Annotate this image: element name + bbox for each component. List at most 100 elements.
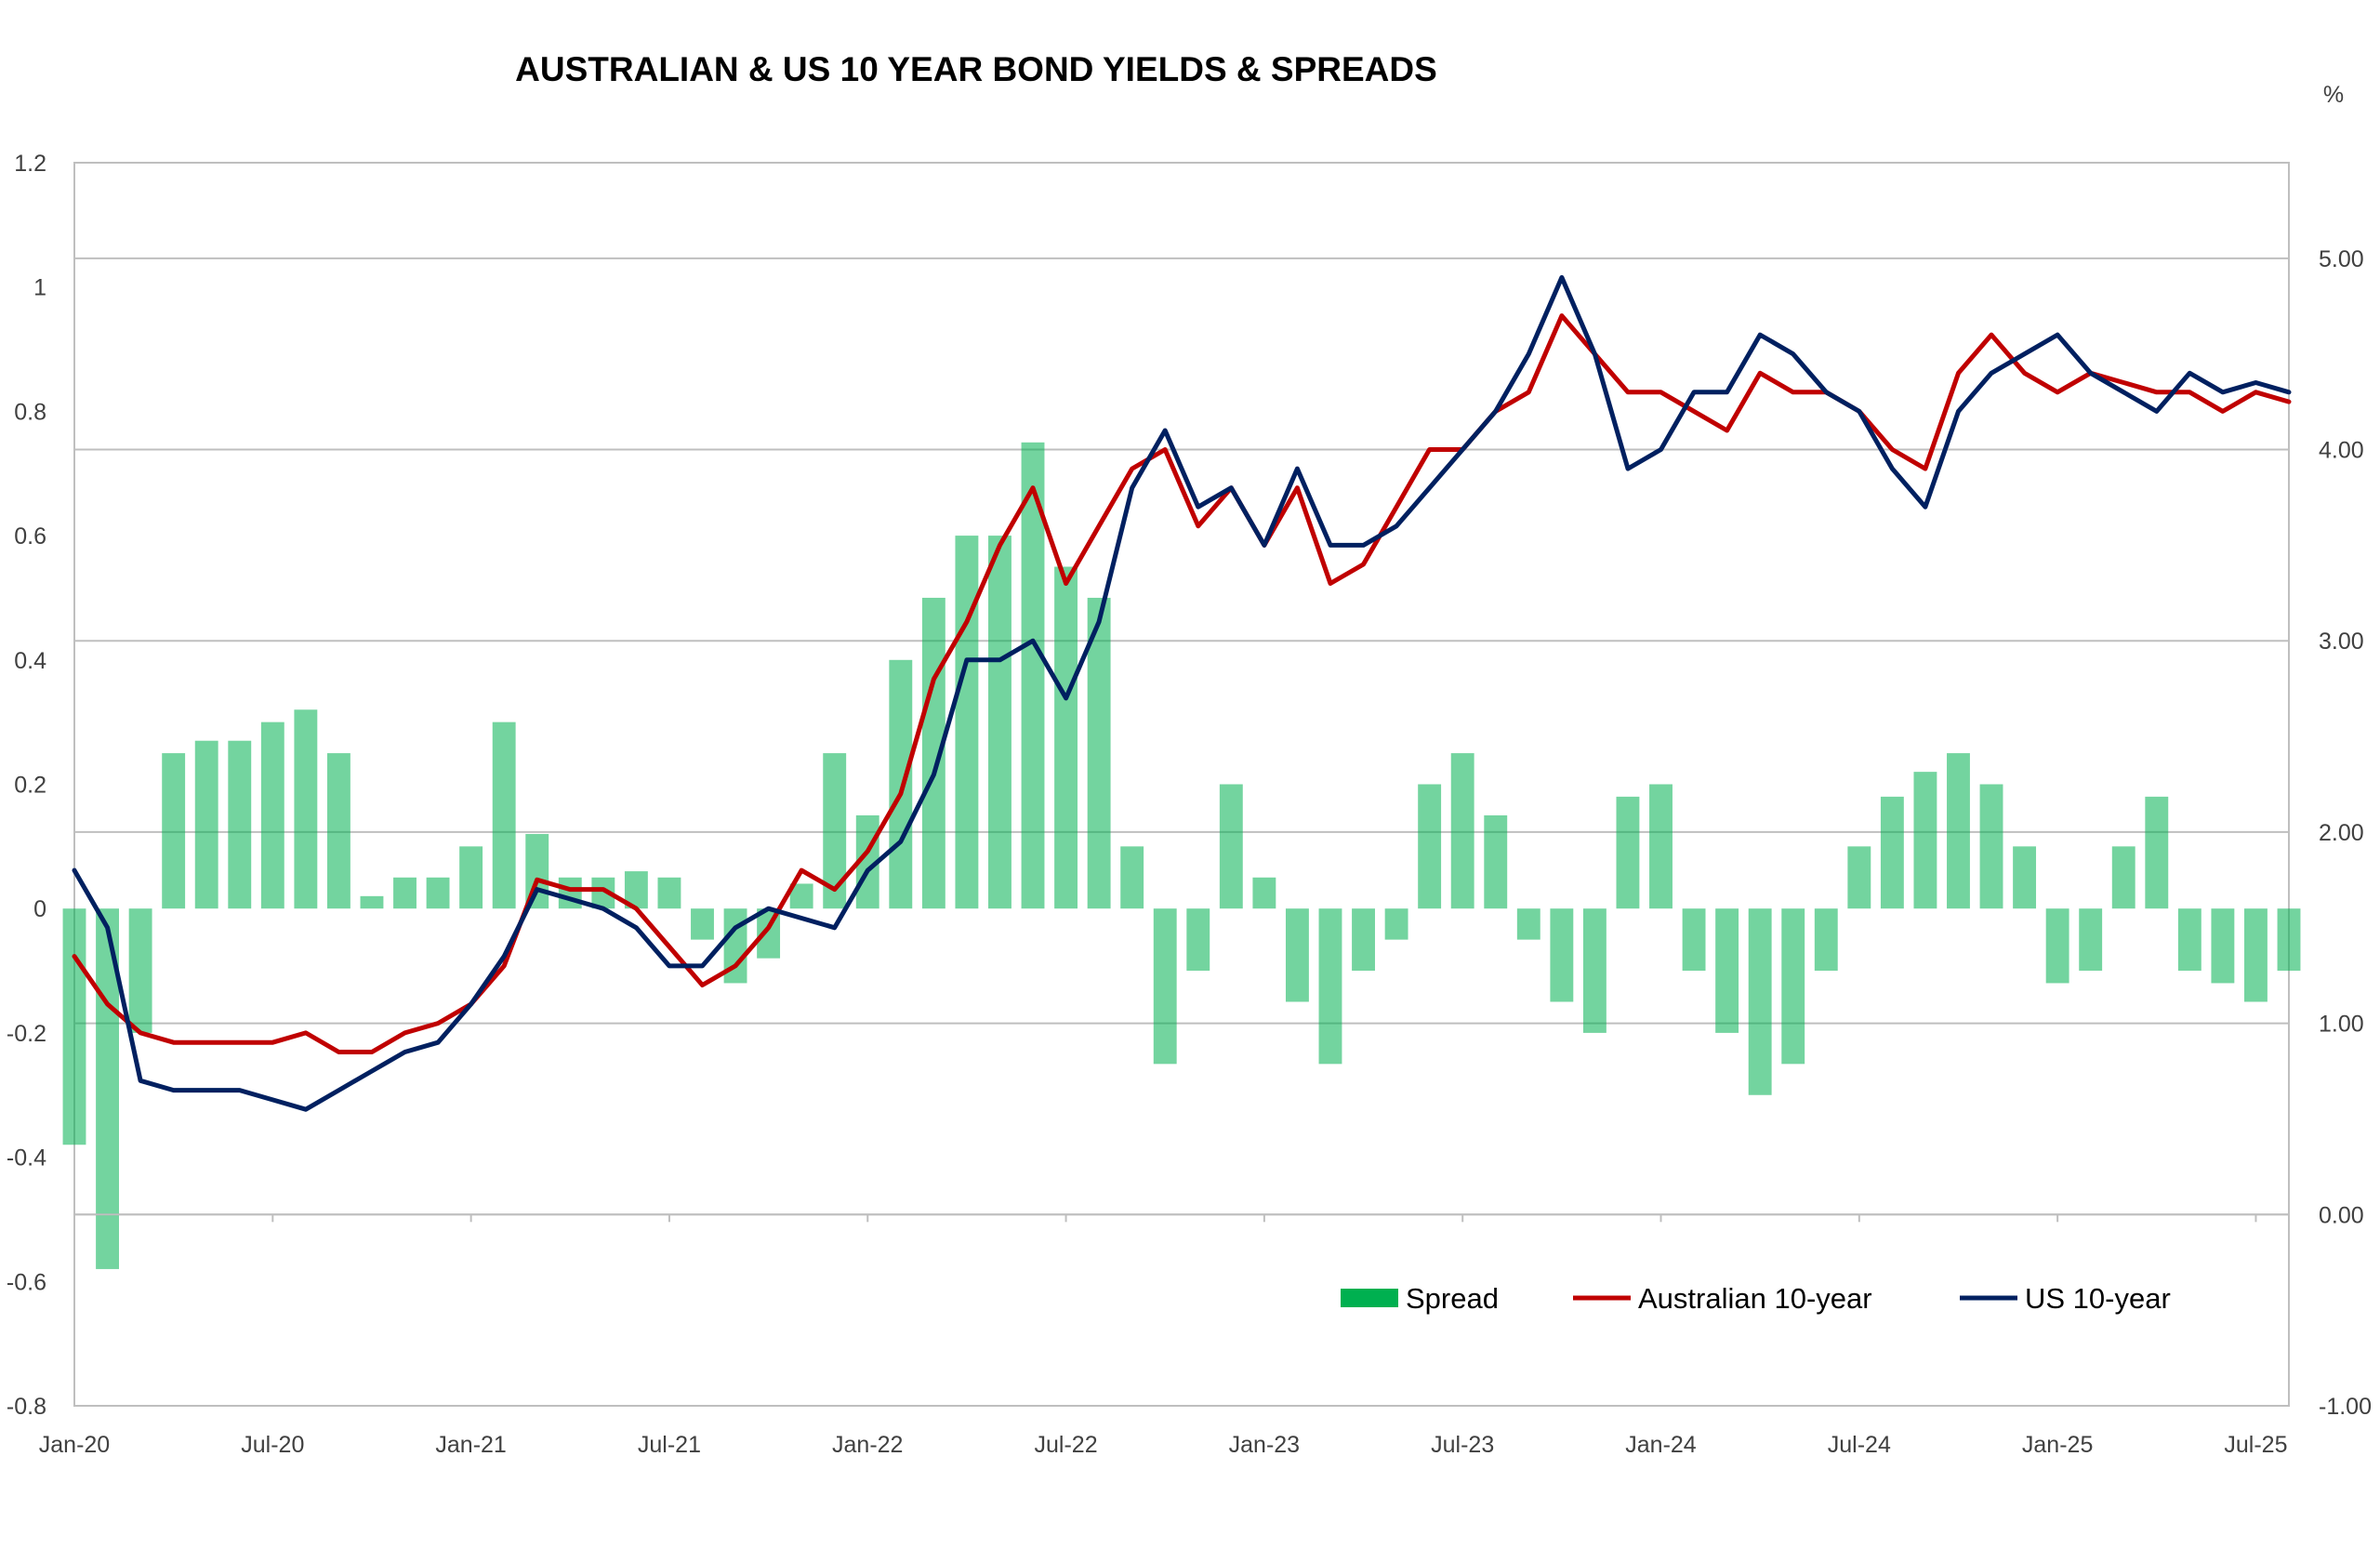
spread-bar — [2013, 846, 2037, 909]
left-axis-tick-label: 0 — [33, 896, 46, 922]
spread-bar — [1880, 796, 1904, 909]
spread-bar — [1318, 908, 1342, 1065]
x-axis-tick-label: Jan-22 — [832, 1432, 903, 1458]
spread-bar — [2145, 796, 2169, 909]
left-axis-tick-label: 1.2 — [14, 151, 46, 177]
spread-bar — [1120, 846, 1144, 909]
x-axis-tick-label: Jan-25 — [2022, 1432, 2093, 1458]
spread-bar — [2111, 846, 2135, 909]
left-axis-tick-label: 0.4 — [14, 648, 46, 674]
spread-bars — [62, 442, 2301, 1269]
spread-bar — [1054, 566, 1078, 909]
spread-bar — [558, 877, 582, 909]
spread-bar — [2277, 908, 2301, 972]
x-axis-tick-label: Jul-25 — [2224, 1432, 2287, 1458]
spread-bar — [228, 740, 252, 909]
spread-bar — [360, 895, 384, 909]
left-axis-tick-label: 0.8 — [14, 399, 46, 425]
spread-bar — [1947, 753, 1970, 909]
left-axis-tick-label: -0.6 — [7, 1269, 46, 1295]
spread-bar — [889, 659, 913, 909]
left-axis-tick-label: 1 — [33, 275, 46, 301]
spread-bar — [2177, 908, 2202, 972]
spread-bar — [2244, 908, 2268, 1002]
spread-bar — [657, 877, 681, 909]
right-axis-tick-label: 0.00 — [2319, 1202, 2364, 1228]
spread-bar — [691, 908, 714, 940]
spread-bar — [1550, 908, 1574, 1002]
spread-bar — [62, 908, 86, 1145]
left-axis-tick-label: -0.8 — [7, 1394, 46, 1420]
australian-10-year-line — [72, 313, 2292, 1054]
spread-bar — [260, 721, 284, 909]
x-axis-tick-label: Jan-20 — [39, 1432, 110, 1458]
right-axis-tick-label: -1.00 — [2319, 1394, 2372, 1420]
spread-bar — [326, 753, 350, 909]
spread-bar — [1252, 877, 1276, 909]
x-axis-tick-label: Jul-23 — [1431, 1432, 1494, 1458]
spread-bar — [1285, 908, 1309, 1002]
spread-bar — [426, 877, 450, 909]
spread-bar — [1186, 908, 1210, 972]
right-axis-unit-label: % — [2323, 82, 2344, 108]
x-axis-tick-label: Jan-21 — [435, 1432, 506, 1458]
spread-bar — [1450, 753, 1474, 909]
legend-label: US 10-year — [2025, 1282, 2171, 1315]
spread-bar — [1748, 908, 1772, 1095]
x-axis-tick-label: Jan-24 — [1625, 1432, 1697, 1458]
spread-bar — [1847, 846, 1871, 909]
axes: 1.2 1 0.8 0.6 0.4 0.2 0 -0.2 -0.4 -0.6 -0.8 5.00 4.0… — [7, 151, 2372, 1458]
plot-area-frame — [73, 162, 2290, 1407]
spread-bar — [1087, 597, 1111, 909]
us-10-year-line — [72, 274, 2292, 1112]
right-axis-tick-label: 4.00 — [2319, 438, 2364, 464]
spread-bar — [1715, 908, 1739, 1033]
spread-bar — [1484, 814, 1508, 909]
spread-bar — [1352, 908, 1375, 972]
spread-bar — [1516, 908, 1540, 940]
x-axis-tick-label: Jul-22 — [1035, 1432, 1098, 1458]
legend-label: Spread — [1406, 1282, 1499, 1315]
right-axis-tick-label: 2.00 — [2319, 820, 2364, 846]
right-axis-tick-label: 1.00 — [2319, 1012, 2364, 1038]
x-axis-tick-label: Jul-24 — [1828, 1432, 1891, 1458]
spread-bar — [2045, 908, 2069, 984]
spread-bar — [1219, 784, 1243, 909]
spread-bar — [2211, 908, 2235, 984]
x-axis-tick-label: Jan-23 — [1229, 1432, 1300, 1458]
spread-bar — [1153, 908, 1177, 1065]
left-axis-tick-label: 0.6 — [14, 523, 46, 549]
spread-bar — [1418, 784, 1442, 909]
spread-bar — [955, 536, 979, 909]
spread-bar — [128, 908, 152, 1033]
spread-bar — [988, 536, 1012, 909]
spread-bar — [1913, 772, 1937, 909]
x-axis-tick-label: Jul-20 — [241, 1432, 304, 1458]
spread-bar — [1021, 442, 1045, 909]
left-axis-tick-label: -0.2 — [7, 1021, 46, 1047]
spread-bar — [2079, 908, 2103, 972]
spread-bar — [459, 846, 483, 909]
legend: Spread Australian 10-year US 10-year — [1341, 1282, 2171, 1315]
spread-bar — [492, 721, 516, 909]
right-axis-tick-label: 5.00 — [2319, 246, 2364, 272]
legend-swatch-spread — [1341, 1289, 1398, 1307]
chart-title: AUSTRALIAN & US 10 YEAR BOND YIELDS & SP… — [515, 50, 1437, 88]
legend-label: Australian 10-year — [1638, 1282, 1872, 1315]
spread-bar — [1979, 784, 2003, 909]
spread-bar — [1781, 908, 1805, 1065]
spread-bar — [162, 753, 186, 909]
spread-bar — [1682, 908, 1706, 972]
yield-lines — [72, 274, 2292, 1112]
spread-bar — [1649, 784, 1673, 909]
spread-bar — [1616, 796, 1640, 909]
spread-bar — [393, 877, 416, 909]
x-axis-tick-label: Jul-21 — [638, 1432, 701, 1458]
spread-bar — [1582, 908, 1606, 1033]
left-axis-tick-label: 0.2 — [14, 773, 46, 799]
spread-bar — [294, 709, 318, 909]
spread-bar — [194, 740, 218, 909]
left-axis-tick-label: -0.4 — [7, 1145, 46, 1172]
